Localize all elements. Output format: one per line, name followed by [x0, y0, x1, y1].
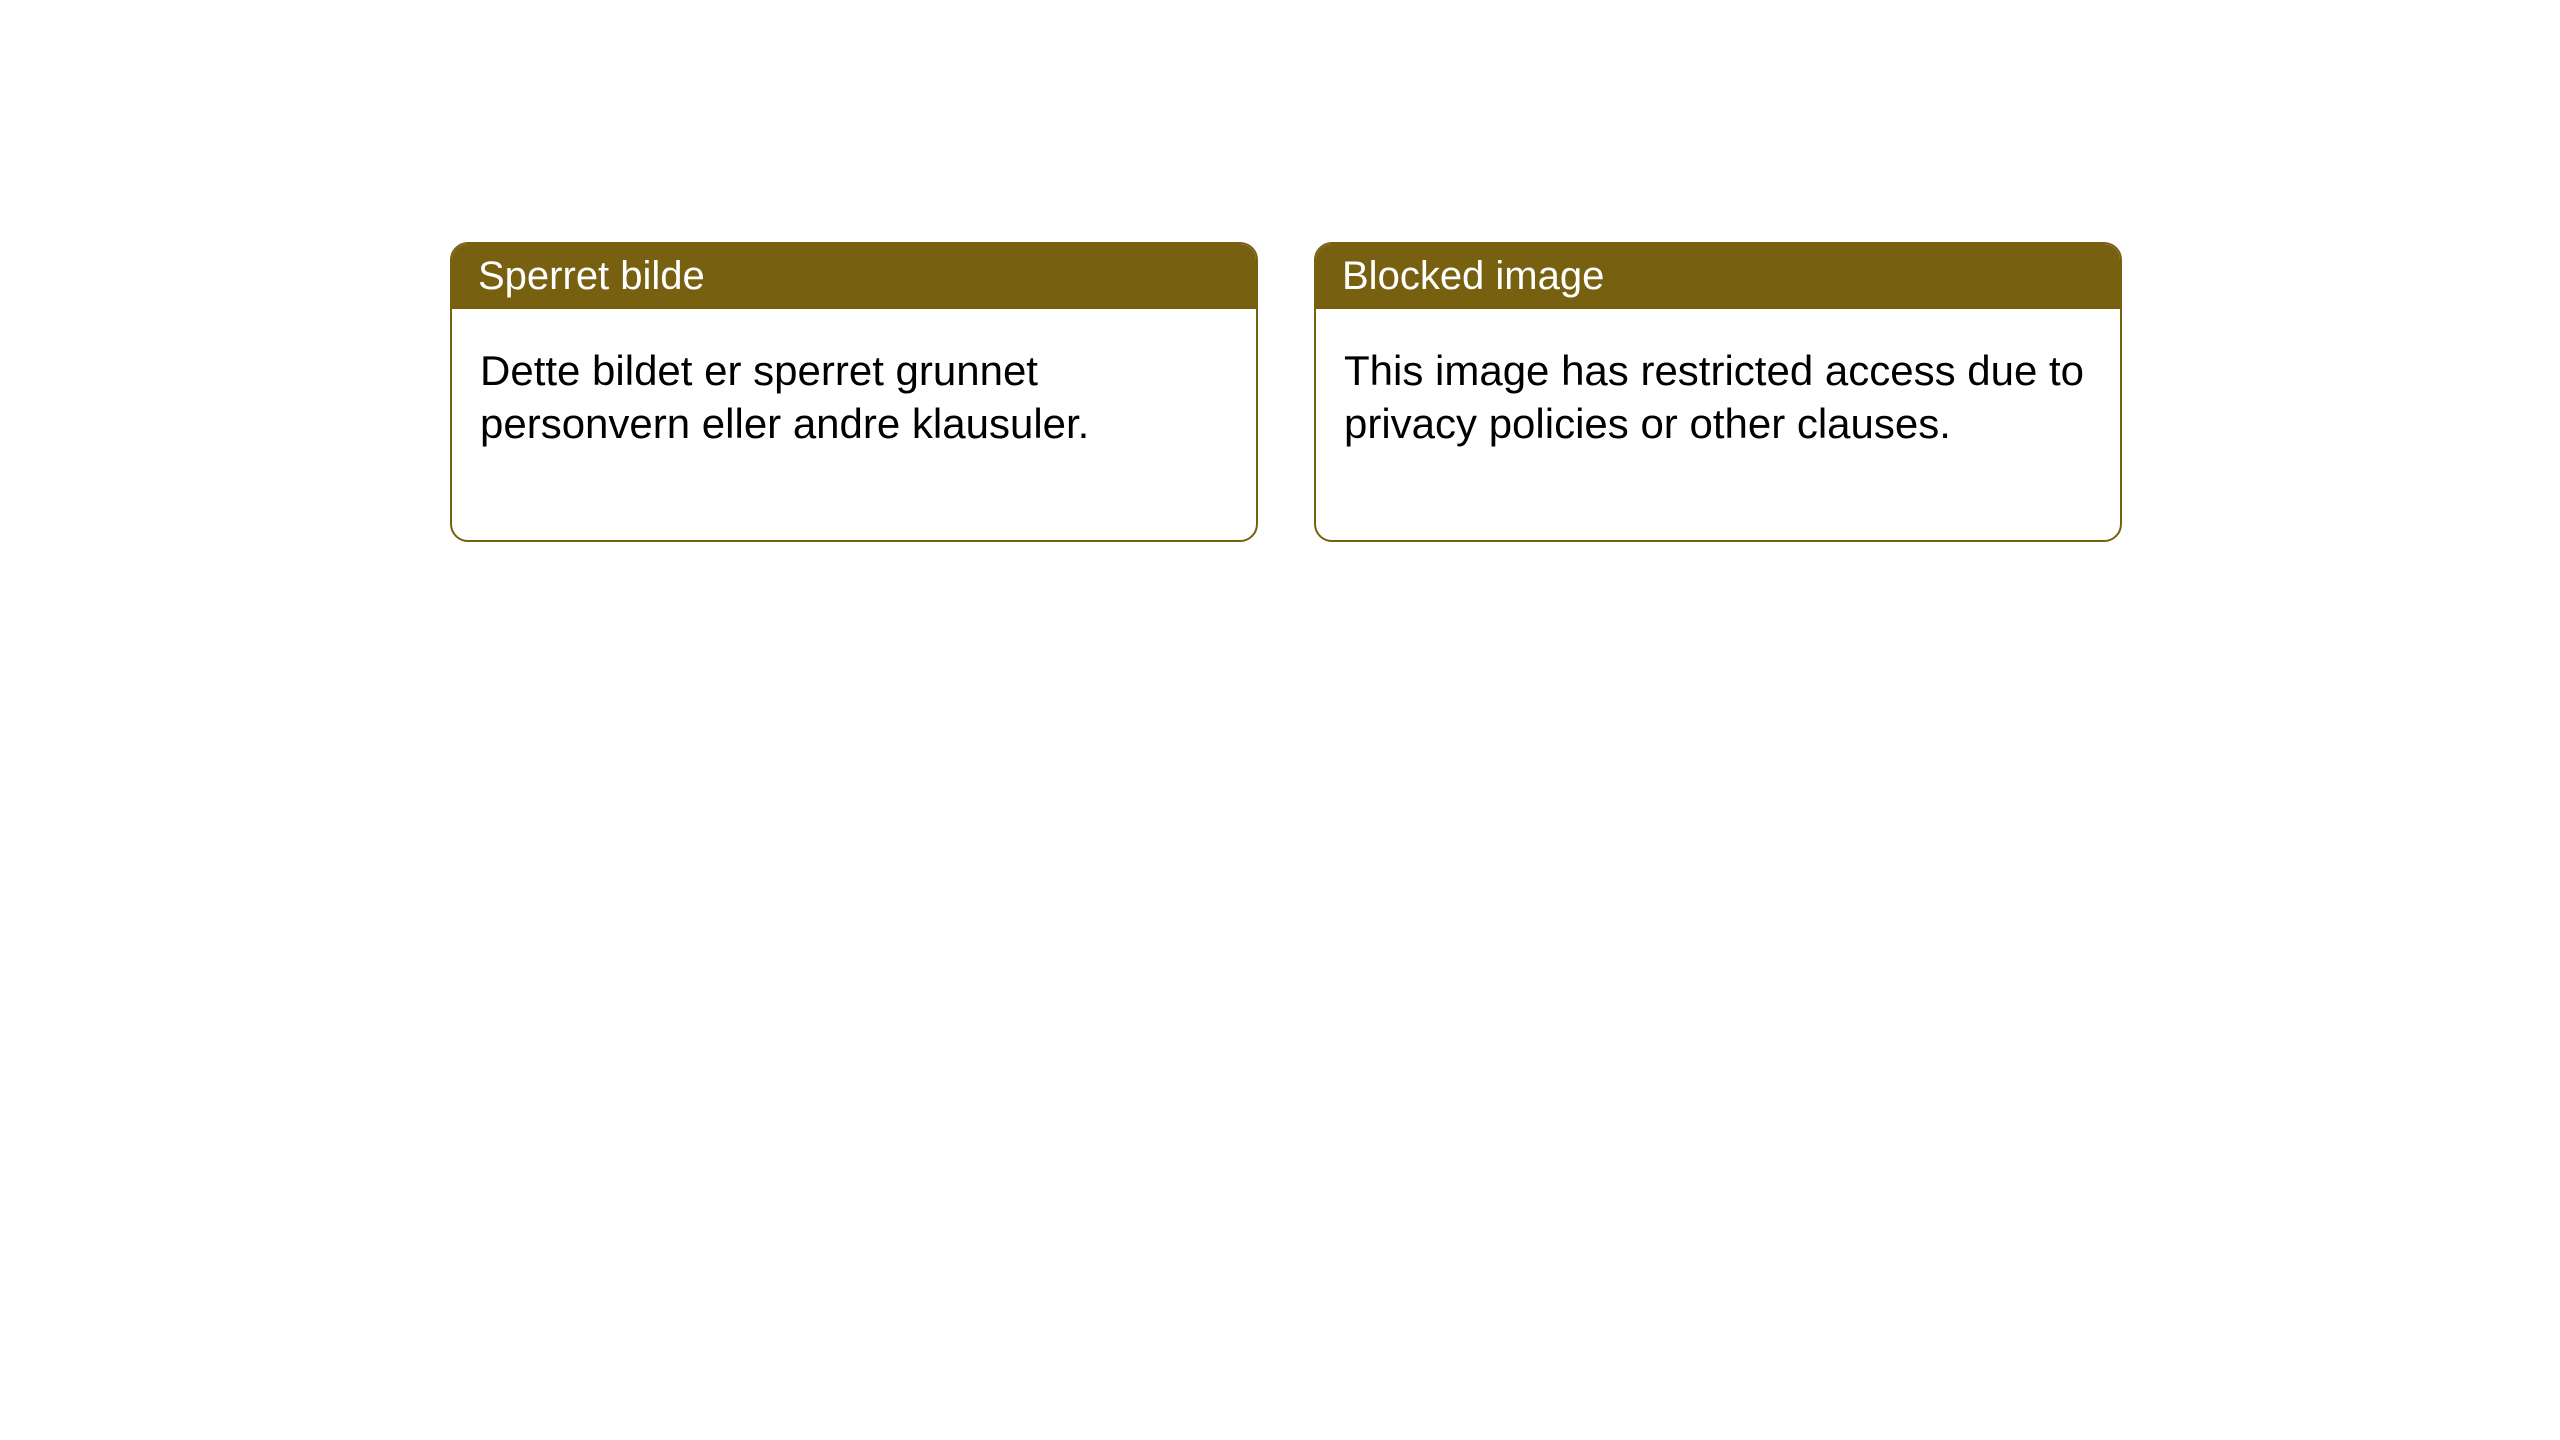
card-header: Sperret bilde [452, 244, 1256, 309]
notice-cards-container: Sperret bilde Dette bildet er sperret gr… [450, 242, 2122, 542]
card-body-text: Dette bildet er sperret grunnet personve… [480, 347, 1089, 447]
card-body: This image has restricted access due to … [1316, 309, 2120, 540]
blocked-image-card-no: Sperret bilde Dette bildet er sperret gr… [450, 242, 1258, 542]
card-body: Dette bildet er sperret grunnet personve… [452, 309, 1256, 540]
card-title: Sperret bilde [478, 254, 705, 298]
card-body-text: This image has restricted access due to … [1344, 347, 2084, 447]
card-title: Blocked image [1342, 254, 1604, 298]
blocked-image-card-en: Blocked image This image has restricted … [1314, 242, 2122, 542]
card-header: Blocked image [1316, 244, 2120, 309]
